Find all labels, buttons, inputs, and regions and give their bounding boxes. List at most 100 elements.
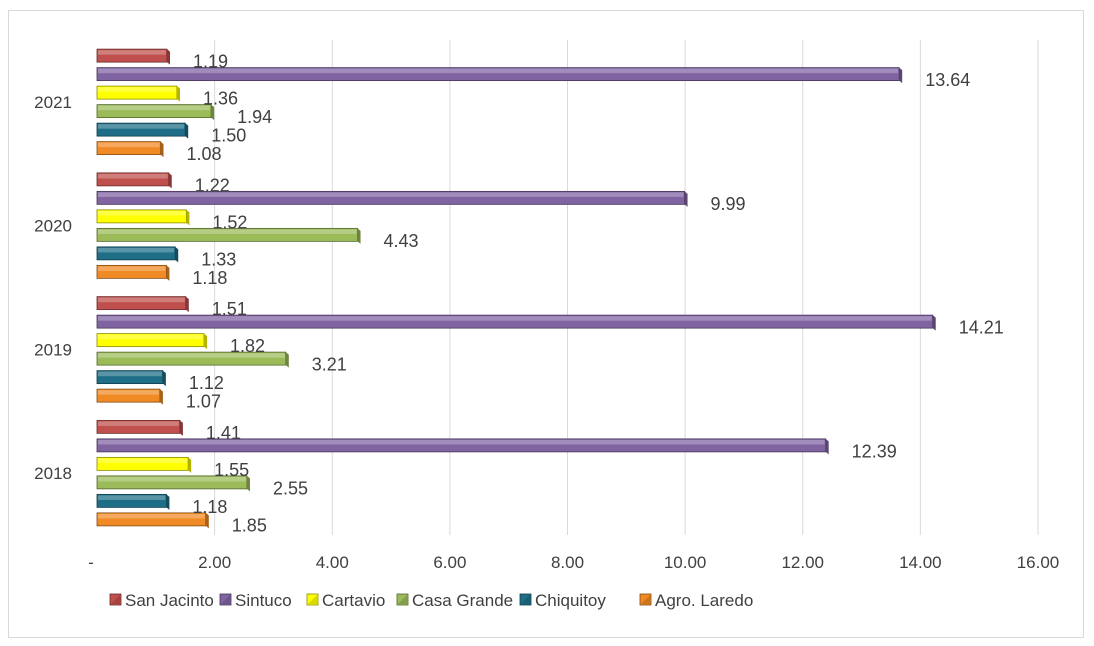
data-label: 1.41 xyxy=(206,423,241,443)
bar-highlight xyxy=(98,476,246,482)
legend-label: San Jacinto xyxy=(125,591,214,610)
bar-highlight xyxy=(98,371,162,377)
bar-end xyxy=(186,209,190,226)
bar-highlight xyxy=(98,105,211,111)
bar xyxy=(96,493,170,510)
data-label: 1.08 xyxy=(187,144,222,164)
legend-swatch-shade xyxy=(221,595,230,604)
data-label: 1.52 xyxy=(212,212,247,232)
bar-end xyxy=(204,333,208,350)
bar-highlight xyxy=(98,439,825,445)
data-label: 1.18 xyxy=(192,268,227,288)
bar xyxy=(96,104,215,121)
bar-end xyxy=(166,494,170,510)
bar-end xyxy=(175,246,179,263)
bar xyxy=(96,475,250,492)
legend-item: Casa Grande xyxy=(396,591,513,610)
bar xyxy=(96,264,170,281)
y-tick-label: 2018 xyxy=(34,464,72,483)
bar xyxy=(96,370,166,387)
bar xyxy=(96,438,829,455)
x-tick-label: 6.00 xyxy=(433,553,466,572)
bar-highlight xyxy=(98,334,204,340)
x-axis-ticks: - 2.00 4.00 6.00 8.00 10.00 12.00 14.00 16.00 xyxy=(88,553,1059,572)
y-tick-label: 2020 xyxy=(34,217,72,236)
data-label: 9.99 xyxy=(711,194,746,214)
x-tick-label: 2.00 xyxy=(198,553,231,572)
data-label: 1.33 xyxy=(201,249,236,269)
legend-item: Chiquitoy xyxy=(519,591,606,610)
legend-swatch-shade xyxy=(308,595,317,604)
bar-end xyxy=(932,315,936,331)
legend-item: Sintuco xyxy=(219,591,292,610)
legend-item: Cartavio xyxy=(306,591,385,610)
bar xyxy=(96,141,164,158)
x-tick-label: - xyxy=(88,553,94,572)
data-label: 3.21 xyxy=(312,355,347,375)
x-tick-label: 8.00 xyxy=(551,553,584,572)
bar-highlight xyxy=(98,192,684,197)
data-label: 1.55 xyxy=(214,460,249,480)
bar-end xyxy=(285,352,289,368)
bar-highlight xyxy=(98,458,188,463)
y-tick-label: 2021 xyxy=(34,93,72,112)
bar-highlight xyxy=(98,247,175,253)
bar-end xyxy=(166,49,170,65)
data-label: 1.50 xyxy=(211,126,246,146)
y-tick-label: 2019 xyxy=(34,340,72,359)
data-label: 1.85 xyxy=(232,515,267,535)
bar-highlight xyxy=(98,495,166,500)
data-label: 14.21 xyxy=(959,318,1004,338)
legend-swatch-shade xyxy=(111,595,120,604)
data-label: 1.12 xyxy=(189,373,224,393)
bar-end xyxy=(185,296,189,313)
bar-end xyxy=(160,141,164,158)
bar-highlight xyxy=(98,390,159,395)
data-label: 1.82 xyxy=(230,336,265,356)
bar xyxy=(96,48,170,65)
data-label: 13.64 xyxy=(925,70,970,90)
bar xyxy=(96,227,361,244)
data-label: 1.19 xyxy=(193,52,228,72)
bar xyxy=(96,209,190,226)
x-tick-label: 12.00 xyxy=(781,553,824,572)
data-label: 1.18 xyxy=(192,497,227,517)
bar-end xyxy=(188,457,192,473)
bar-highlight xyxy=(98,316,932,321)
bar-highlight xyxy=(98,210,186,216)
legend-label: Casa Grande xyxy=(412,591,513,610)
bar xyxy=(96,314,936,331)
bar-end xyxy=(211,104,215,121)
bar-highlight xyxy=(98,173,168,179)
legend-label: Sintuco xyxy=(235,591,292,610)
bar xyxy=(96,246,179,263)
data-label: 1.94 xyxy=(237,107,272,127)
bar-end xyxy=(899,67,903,84)
bar-end xyxy=(176,86,180,102)
bar xyxy=(96,190,688,207)
x-tick-label: 14.00 xyxy=(899,553,942,572)
bar xyxy=(96,456,192,473)
legend: San Jacinto Sintuco Cartavio Casa Grande Chi… xyxy=(109,591,753,610)
bar-highlight xyxy=(98,142,160,148)
legend-swatch-shade xyxy=(521,595,530,604)
bar-end xyxy=(179,420,183,436)
data-label: 4.43 xyxy=(384,231,419,251)
bar-end xyxy=(162,370,166,387)
bar-highlight xyxy=(98,87,176,92)
y-axis-ticks: 2018 2019 2020 2021 xyxy=(34,93,72,483)
bar-end xyxy=(159,389,163,405)
bar-highlight xyxy=(98,513,205,519)
bar xyxy=(96,85,180,102)
legend-label: Chiquitoy xyxy=(535,591,606,610)
bar-end xyxy=(684,191,688,207)
bar-end xyxy=(825,438,829,455)
legend-label: Agro. Laredo xyxy=(655,591,753,610)
bar-end xyxy=(185,123,189,139)
legend-label: Cartavio xyxy=(322,591,385,610)
data-label: 12.39 xyxy=(852,441,897,461)
bar-highlight xyxy=(98,124,185,129)
bar xyxy=(96,419,183,436)
bar-highlight xyxy=(98,68,899,74)
